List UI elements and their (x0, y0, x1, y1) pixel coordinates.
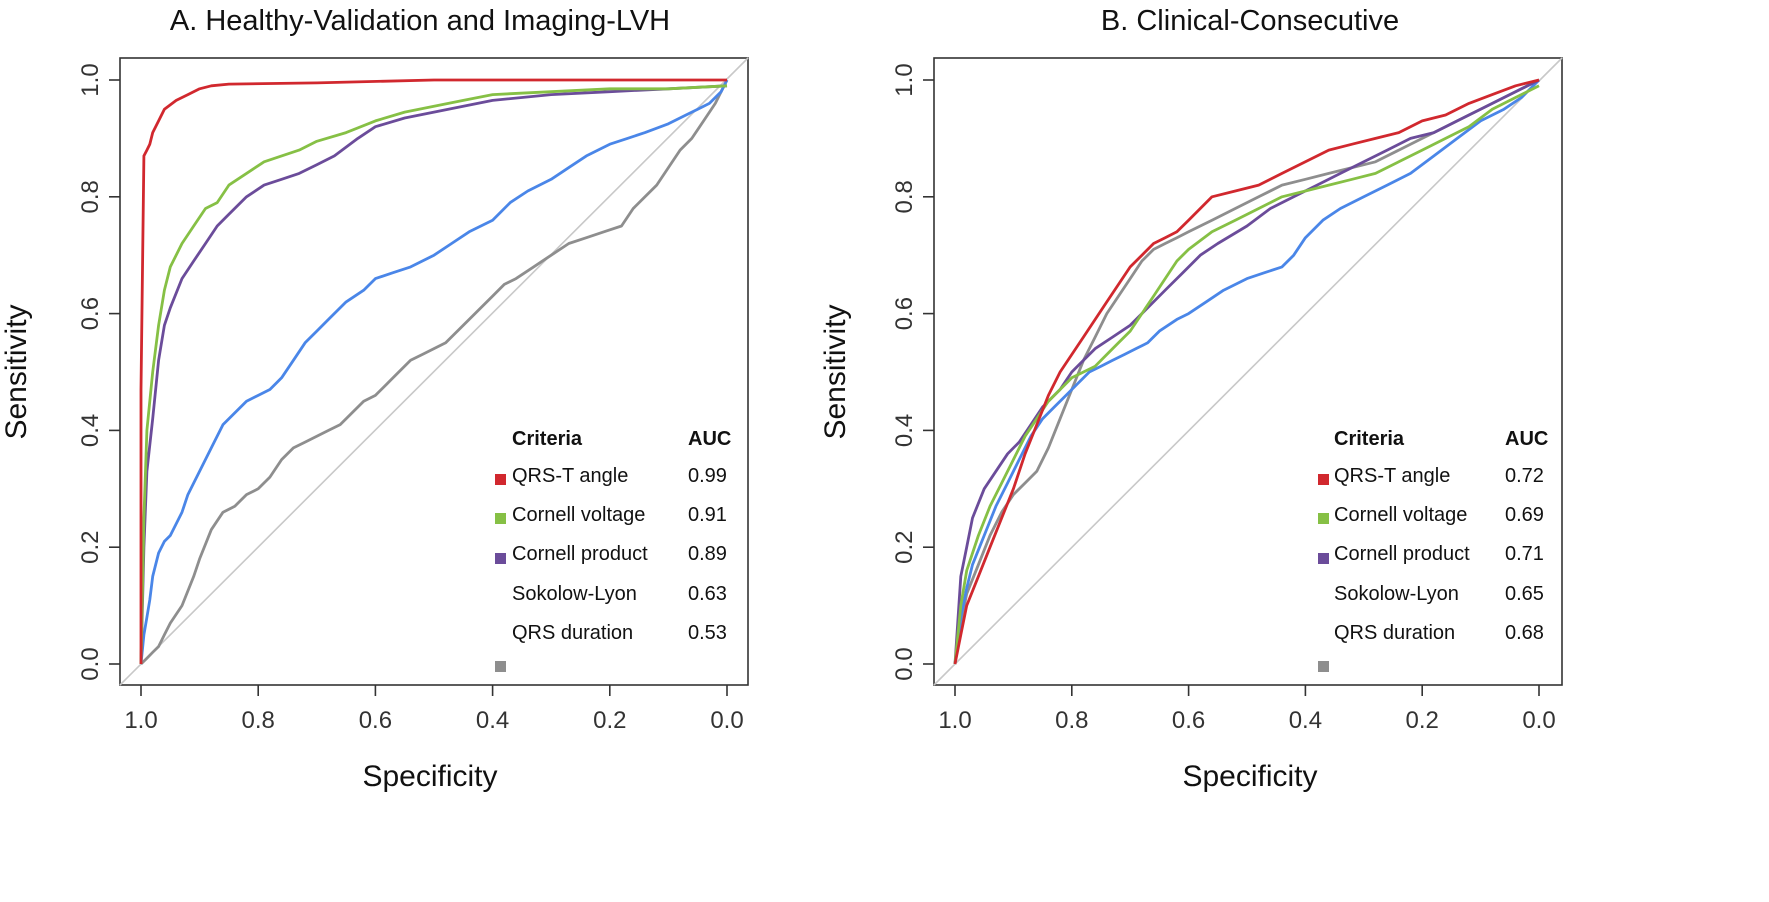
panel-b-legend-swatch-cornell-voltage (1318, 513, 1329, 524)
panel-b-legend-swatch-qrs-duration (1318, 661, 1329, 672)
panel-a-legend-swatch-qrs-t-angle (495, 474, 506, 485)
panel-a-x-tick-label: 0.0 (710, 707, 743, 734)
panel-b-y-tick-label: 0.6 (891, 297, 918, 330)
panel-a-legend-swatch-cornell-voltage (495, 513, 506, 524)
panel-a-legend-auc-sokolow-lyon: 0.63 (688, 583, 727, 605)
panel-b-legend-swatch-cornell-product (1318, 553, 1329, 564)
panel-b-legend-label-cornell-voltage: Cornell voltage (1334, 504, 1467, 526)
panel-a-title: A. Healthy-Validation and Imaging-LVH (170, 5, 670, 37)
panel-a-y-tick-label: 0.8 (77, 180, 104, 213)
panel-b-legend-auc-qrs-t-angle: 0.72 (1505, 465, 1544, 487)
panel-b-y-tick-label: 0.4 (891, 414, 918, 447)
panel-a-y-tick-label: 0.2 (77, 531, 104, 564)
panel-b-x-tick-label: 0.0 (1522, 707, 1555, 734)
panel-b-x-tick-label: 0.6 (1172, 707, 1205, 734)
panel-a-legend: Criteria AUC QRS-T angle 0.99 Cornell volt… (495, 428, 731, 672)
panel-b-x-tick-label: 1.0 (938, 707, 971, 734)
panel-a-y-tick-label: 0.0 (77, 647, 104, 680)
panel-b-y-tick-label: 0.2 (891, 531, 918, 564)
panel-a-reference-diagonal (120, 58, 748, 685)
panel-a-legend-label-qrs-duration: QRS duration (512, 622, 633, 644)
panel-a-x-tick-label: 0.4 (476, 707, 509, 734)
panel-a-y-axis-label: Sensitivity (0, 304, 33, 439)
panel-b-legend-auc-sokolow-lyon: 0.65 (1505, 583, 1544, 605)
panel-a-y-tick-label: 0.6 (77, 297, 104, 330)
panel-a-x-tick-label: 1.0 (124, 707, 157, 734)
panel-b-y-tick-label: 0.8 (891, 180, 918, 213)
panel-a-x-ticks: 1.0 0.8 0.6 0.4 0.2 0.0 (124, 685, 743, 734)
panel-a-x-tick-label: 0.6 (359, 707, 392, 734)
panel-a-legend-label-qrs-t-angle: QRS-T angle (512, 465, 628, 487)
panel-b-legend-label-sokolow-lyon: Sokolow-Lyon (1334, 583, 1459, 605)
panel-a-legend-auc-cornell-voltage: 0.91 (688, 504, 727, 526)
panel-b-legend: Criteria AUC QRS-T angle 0.72 Cornell volt… (1318, 428, 1548, 672)
panel-b-y-ticks: 0.0 0.2 0.4 0.6 0.8 1.0 (891, 63, 934, 680)
panel-b-legend-auc-qrs-duration: 0.68 (1505, 622, 1544, 644)
panel-a-y-tick-label: 1.0 (77, 63, 104, 96)
panel-b: B. Clinical-Consecutive 1.0 0.8 0.6 0.4 0.2 0… (819, 5, 1562, 793)
panel-b-y-tick-label: 0.0 (891, 647, 918, 680)
panel-a-legend-auc-qrs-duration: 0.53 (688, 622, 727, 644)
panel-b-x-tick-label: 0.2 (1406, 707, 1439, 734)
panel-b-legend-entries: QRS-T angle 0.72 Cornell voltage 0.69 Cornel… (1318, 465, 1544, 672)
panel-a-y-tick-label: 0.4 (77, 414, 104, 447)
panel-a-legend-header-criteria: Criteria (512, 428, 583, 450)
panel-a-legend-label-cornell-product: Cornell product (512, 543, 648, 565)
panel-a-legend-swatch-qrs-duration (495, 661, 506, 672)
panel-b-y-axis-label: Sensitivity (819, 304, 852, 439)
panel-b-legend-auc-cornell-product: 0.71 (1505, 543, 1544, 565)
panel-b-title: B. Clinical-Consecutive (1101, 5, 1399, 37)
panel-a-legend-header-auc: AUC (688, 428, 731, 450)
panel-a-legend-auc-cornell-product: 0.89 (688, 543, 727, 565)
panel-b-legend-label-qrs-duration: QRS duration (1334, 622, 1455, 644)
panel-a-legend-label-cornell-voltage: Cornell voltage (512, 504, 645, 526)
panel-b-legend-label-qrs-t-angle: QRS-T angle (1334, 465, 1450, 487)
panel-a-x-tick-label: 0.2 (593, 707, 626, 734)
panel-a-legend-label-sokolow-lyon: Sokolow-Lyon (512, 583, 637, 605)
panel-b-x-tick-label: 0.8 (1055, 707, 1088, 734)
roc-figure: A. Healthy-Validation and Imaging-LVH 1.… (0, 0, 1769, 902)
panel-b-legend-swatch-qrs-t-angle (1318, 474, 1329, 485)
panel-a: A. Healthy-Validation and Imaging-LVH 1.… (0, 5, 748, 793)
panel-b-reference-diagonal (934, 58, 1562, 685)
panel-a-legend-auc-qrs-t-angle: 0.99 (688, 465, 727, 487)
panel-b-legend-header-auc: AUC (1505, 428, 1548, 450)
panel-a-y-ticks: 0.0 0.2 0.4 0.6 0.8 1.0 (77, 63, 120, 680)
panel-b-x-axis-label: Specificity (1182, 760, 1317, 793)
panel-a-legend-entries: QRS-T angle 0.99 Cornell voltage 0.91 Cornel… (495, 465, 727, 672)
panel-b-y-tick-label: 1.0 (891, 63, 918, 96)
panel-a-legend-swatch-cornell-product (495, 553, 506, 564)
panel-a-x-axis-label: Specificity (362, 760, 497, 793)
panel-b-legend-label-cornell-product: Cornell product (1334, 543, 1470, 565)
panel-b-legend-header-criteria: Criteria (1334, 428, 1405, 450)
panel-a-x-tick-label: 0.8 (242, 707, 275, 734)
panel-b-x-tick-label: 0.4 (1289, 707, 1322, 734)
panel-b-legend-auc-cornell-voltage: 0.69 (1505, 504, 1544, 526)
panel-b-x-ticks: 1.0 0.8 0.6 0.4 0.2 0.0 (938, 685, 1555, 734)
